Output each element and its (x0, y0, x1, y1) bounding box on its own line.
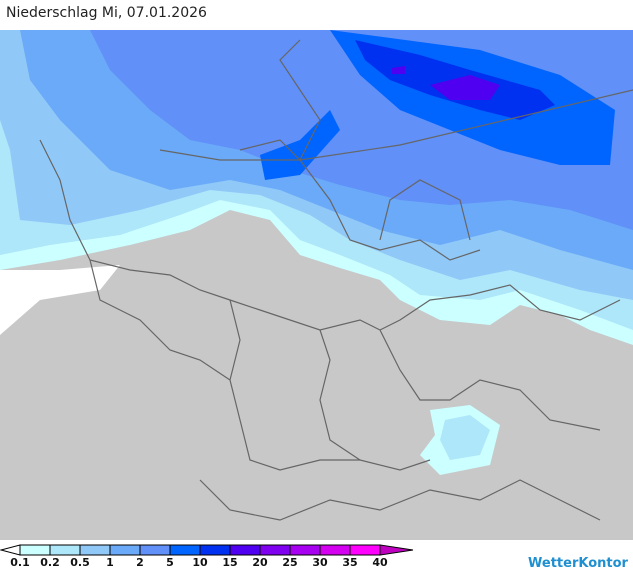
legend-arrow-low (0, 544, 21, 556)
legend-label: 30 (312, 556, 328, 569)
legend-box (229, 544, 261, 556)
sea-white (0, 265, 120, 335)
legend-label: 20 (252, 556, 268, 569)
legend-arrow-high (379, 544, 414, 556)
color-legend (0, 544, 414, 556)
legend-box (259, 544, 291, 556)
legend-label: 15 (222, 556, 238, 569)
borders (39, 39, 633, 521)
legend-label: 0.1 (10, 556, 30, 569)
legend-label: 25 (282, 556, 298, 569)
legend-box (19, 544, 51, 556)
legend-box (49, 544, 81, 556)
legend-box (199, 544, 231, 556)
legend-box (349, 544, 381, 556)
legend-label: 5 (166, 556, 174, 569)
legend-label: 0.5 (70, 556, 90, 569)
legend-box (289, 544, 321, 556)
legend-label: 40 (372, 556, 388, 569)
legend-label: 35 (342, 556, 358, 569)
legend-label: 10 (192, 556, 208, 569)
precipitation-map (0, 30, 633, 540)
legend-box (169, 544, 201, 556)
legend-box (109, 544, 141, 556)
precip-15 (430, 75, 500, 100)
legend-box (79, 544, 111, 556)
legend-box (139, 544, 171, 556)
legend-box (319, 544, 351, 556)
precip-5b (260, 110, 340, 180)
legend-label: 1 (106, 556, 114, 569)
legend-label: 2 (136, 556, 144, 569)
map-title: Niederschlag Mi, 07.01.2026 (6, 5, 207, 21)
precip-alps-0.2 (440, 415, 490, 460)
legend-label: 0.2 (40, 556, 60, 569)
wetterkontor-logo: WetterKontor (528, 556, 628, 571)
precip-15b (392, 66, 405, 74)
